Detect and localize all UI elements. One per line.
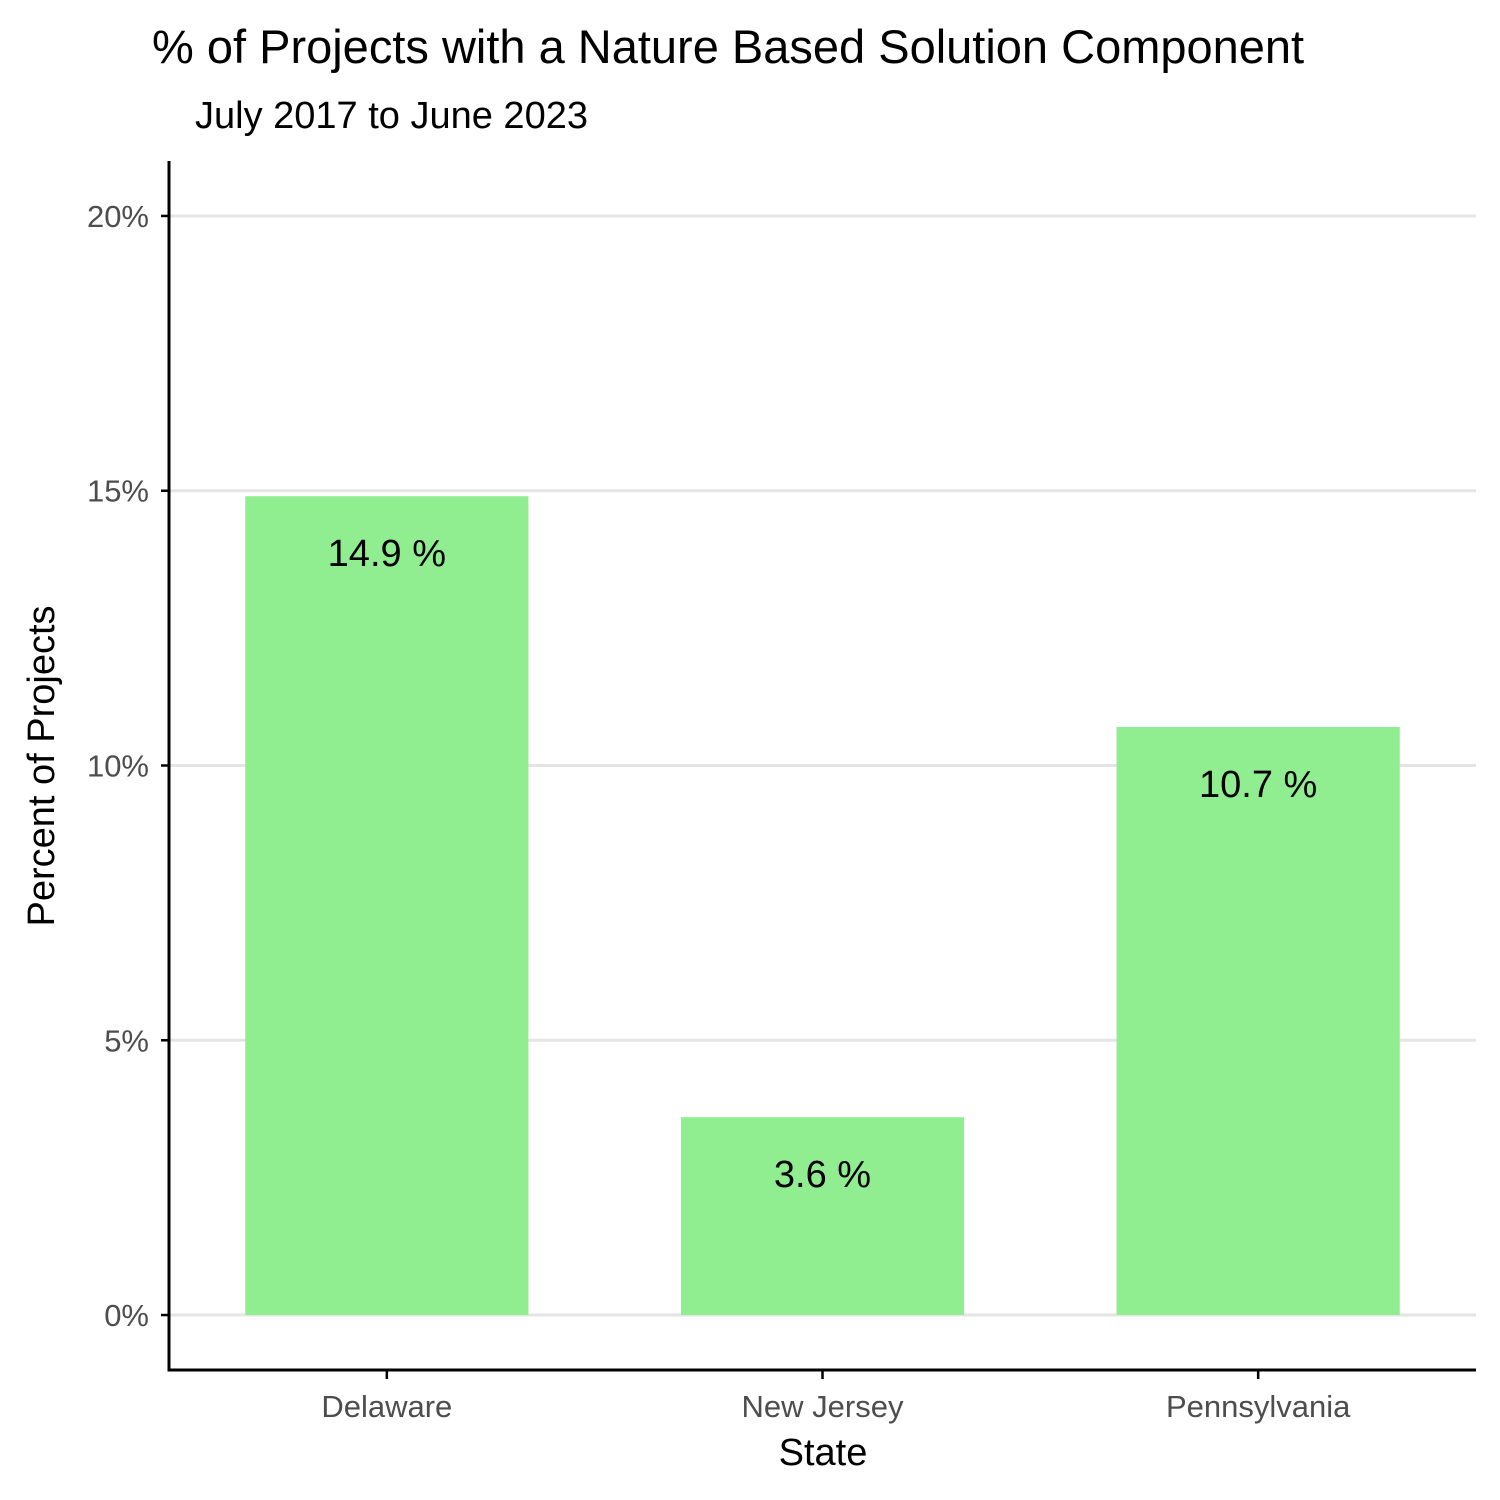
data-labels: 14.9 % 3.6 % 10.7 % — [328, 533, 1318, 1196]
bar-value-label: 3.6 % — [774, 1154, 871, 1196]
y-tick-label: 5% — [104, 1023, 149, 1058]
x-tick-label: Delaware — [321, 1389, 452, 1424]
y-tick-label: 20% — [87, 199, 149, 234]
bar — [1116, 727, 1400, 1316]
y-tick-label: 0% — [104, 1298, 149, 1333]
x-tick-label: New Jersey — [742, 1389, 904, 1424]
chart-subtitle: July 2017 to June 2023 — [195, 95, 588, 137]
y-axis-title: Percent of Projects — [21, 605, 63, 926]
bar-value-label: 14.9 % — [328, 533, 446, 575]
chart-title: % of Projects with a Nature Based Soluti… — [152, 20, 1304, 73]
bar-value-label: 10.7 % — [1199, 764, 1317, 806]
y-tick-label: 15% — [87, 474, 149, 509]
bar — [245, 496, 529, 1316]
x-axis-title: State — [779, 1432, 868, 1474]
y-tick-label: 10% — [87, 749, 149, 784]
x-axis-ticks: Delaware New Jersey Pennsylvania — [321, 1370, 1351, 1424]
x-tick-label: Pennsylvania — [1166, 1389, 1351, 1424]
bar — [680, 1117, 965, 1316]
bars — [245, 496, 1400, 1316]
y-axis-ticks: 0% 5% 10% 15% 20% — [87, 199, 169, 1333]
